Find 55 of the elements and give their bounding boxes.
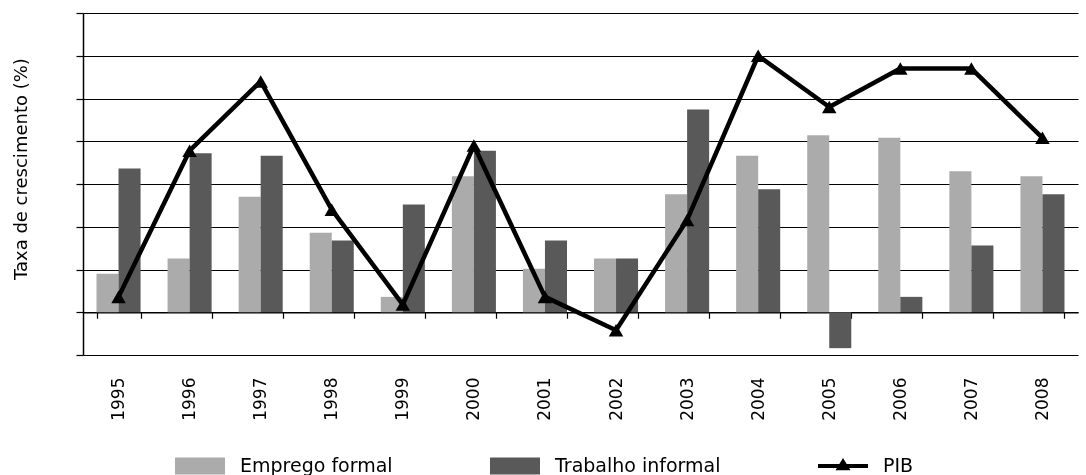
bar <box>1042 194 1065 313</box>
bar <box>1020 176 1043 313</box>
point <box>893 62 908 75</box>
bar <box>616 258 639 313</box>
x-tick-label: 2000 <box>463 377 484 421</box>
bar <box>309 232 332 313</box>
x-tick-label: 2007 <box>960 377 981 421</box>
bar <box>544 240 567 313</box>
bar <box>807 135 830 313</box>
bar <box>687 109 710 313</box>
point <box>253 75 268 88</box>
x-tick-label: 2003 <box>676 377 697 421</box>
point <box>822 100 837 114</box>
bar <box>736 155 759 313</box>
x-tick-label: 1998 <box>321 377 342 421</box>
point <box>395 298 411 311</box>
bar <box>594 258 617 313</box>
x-tick-label: 1996 <box>179 377 200 421</box>
x-tick-label: 2006 <box>889 377 910 421</box>
x-tick-label: 2002 <box>605 377 626 421</box>
x-tick-label: 2005 <box>818 377 839 421</box>
bar <box>238 196 261 313</box>
bar <box>971 245 994 313</box>
x-tick-label: 1999 <box>392 377 413 421</box>
x-tick-label: 1995 <box>108 377 129 421</box>
bar <box>878 137 901 313</box>
bar <box>167 258 190 313</box>
point <box>182 144 197 157</box>
bar <box>949 171 972 313</box>
bar <box>189 153 212 313</box>
point <box>537 290 553 304</box>
point <box>466 139 482 152</box>
point <box>679 213 695 227</box>
x-tick-label: 2008 <box>1031 377 1052 421</box>
bar <box>829 312 852 349</box>
bar <box>260 155 283 313</box>
point <box>111 290 126 304</box>
bar <box>900 296 923 313</box>
legend-label: Trabalho informal <box>554 454 721 475</box>
bar <box>473 150 496 313</box>
bar <box>451 176 474 313</box>
y-axis-title: Taxa de crescimento (%) <box>9 58 31 282</box>
bar <box>331 240 354 313</box>
point <box>324 203 339 216</box>
legend-label: PIB <box>883 454 914 475</box>
bar <box>96 273 119 313</box>
point <box>608 323 624 337</box>
x-tick-label: 1997 <box>250 377 271 421</box>
bar <box>118 168 141 313</box>
bar <box>758 189 781 313</box>
bar <box>665 194 688 313</box>
x-tick-label: 2001 <box>534 377 555 421</box>
point <box>964 62 979 75</box>
x-tick-label: 2004 <box>747 377 768 421</box>
point <box>1035 131 1050 145</box>
